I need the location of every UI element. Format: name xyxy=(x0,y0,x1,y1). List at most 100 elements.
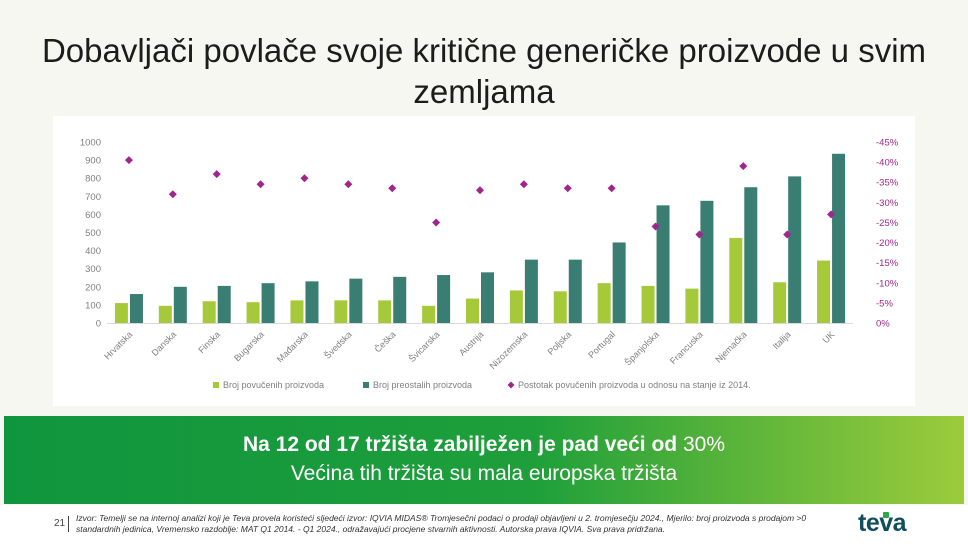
marker-postotak xyxy=(256,180,265,189)
bar-preostali xyxy=(305,281,319,323)
legend-preostali-swatch xyxy=(363,382,369,388)
marker-postotak xyxy=(739,162,748,171)
marker-postotak xyxy=(124,156,133,165)
marker-postotak xyxy=(388,184,397,193)
marker-postotak xyxy=(212,170,221,179)
y-tick-label: 400 xyxy=(85,246,101,257)
y2-tick-label: -15% xyxy=(876,258,899,269)
bar-preostali xyxy=(129,294,143,323)
y-tick-label: 800 xyxy=(85,174,101,185)
chart-panel: 0 100 200 300 400 500 600 700 800 900 1000 0% -5% -10… xyxy=(53,116,915,406)
y2-tick-label: -10% xyxy=(876,278,899,289)
legend-preostali-label: Broj preostalih proizvoda xyxy=(373,380,472,390)
marker-postotak xyxy=(476,186,484,195)
y2-tick-label: -5% xyxy=(876,298,893,309)
y-tick-label: 600 xyxy=(85,210,101,221)
slide-title: Dobavljači povlače svoje kritične generi… xyxy=(41,32,927,110)
bar-povuceni xyxy=(422,305,436,323)
bar-preostali xyxy=(393,276,407,323)
x-tick-label: UK xyxy=(821,329,837,345)
bar-povuceni xyxy=(202,301,216,323)
x-tick-label: Švedska xyxy=(322,329,353,360)
bar-preostali xyxy=(481,272,494,323)
bar-povuceni xyxy=(641,285,655,323)
bar-preostali xyxy=(261,283,275,323)
marker-postotak xyxy=(432,218,441,227)
bar-preostali xyxy=(656,205,670,323)
bar-povuceni xyxy=(509,290,523,323)
x-tick-label: Mađarska xyxy=(275,329,310,364)
summary-banner: Na 12 od 17 tržišta zabilježen je pad ve… xyxy=(4,416,964,504)
x-tick-label: Češka xyxy=(373,329,398,354)
banner-headline: Na 12 od 17 tržišta zabilježen je pad ve… xyxy=(4,433,964,457)
bar-povuceni xyxy=(246,302,260,323)
bar-povuceni xyxy=(378,300,392,323)
marker-postotak xyxy=(695,230,704,239)
bar-povuceni xyxy=(114,303,128,323)
bar-povuceni xyxy=(685,288,699,323)
y2-tick-label: -35% xyxy=(876,178,899,189)
marker-postotak xyxy=(168,190,177,199)
y-tick-label: 500 xyxy=(85,228,101,239)
banner-headline-value: 30% xyxy=(677,433,726,456)
bar-preostali xyxy=(349,278,363,323)
y-tick-label: 0 xyxy=(96,319,101,330)
marker-postotak xyxy=(651,222,660,231)
x-tick-label: Portugal xyxy=(586,329,617,360)
bar-preostali xyxy=(700,200,714,323)
bar-povuceni xyxy=(466,298,479,323)
bar-povuceni xyxy=(773,282,787,323)
marker-postotak xyxy=(783,230,792,239)
x-tick-label: Danska xyxy=(150,329,179,358)
banner-headline-bold: Na 12 od 17 tržišta zabilježen je pad ve… xyxy=(242,433,678,456)
y2-tick-label: -45% xyxy=(876,138,899,149)
y2-tick-label: 0% xyxy=(876,319,890,330)
marker-postotak xyxy=(563,184,572,193)
bar-preostali xyxy=(217,285,231,323)
y2-tick-label: -40% xyxy=(876,158,899,169)
x-tick-label: Švicarska xyxy=(407,329,442,364)
bar-povuceni xyxy=(334,300,348,323)
x-tick-label: Hrvatska xyxy=(102,329,134,361)
x-tick-label: Španjolska xyxy=(623,329,661,367)
y-tick-label: 900 xyxy=(85,156,101,167)
banner-subline: Većina tih tržišta su mala europska trži… xyxy=(290,462,678,485)
legend-povuceni-swatch xyxy=(213,382,219,388)
x-tick-label: Francuska xyxy=(668,329,705,366)
y2-tick-label: -30% xyxy=(876,198,899,209)
bar-povuceni xyxy=(553,291,567,323)
x-tick-label: Njemačka xyxy=(713,329,748,364)
marker-postotak xyxy=(344,180,353,189)
bar-povuceni xyxy=(597,283,611,323)
teva-logo: teva xyxy=(858,509,907,537)
x-tick-label: Nizozemska xyxy=(488,329,530,371)
footer: 21 Izvor: Temelji se na internoj analizi… xyxy=(0,505,968,551)
marker-postotak xyxy=(300,174,309,183)
y-tick-label: 1000 xyxy=(80,138,101,149)
y-tick-label: 200 xyxy=(85,282,101,293)
bar-povuceni xyxy=(290,300,304,323)
bar-preostali xyxy=(437,275,451,323)
y-tick-label: 100 xyxy=(85,300,101,311)
legend-povuceni-label: Broj povučenih proizvoda xyxy=(223,380,324,390)
marker-postotak xyxy=(827,210,836,219)
bar-preostali xyxy=(612,242,626,323)
source-note: Izvor: Temelji se na internoj analizi ko… xyxy=(76,513,807,534)
legend-postotak-swatch xyxy=(507,381,515,389)
x-tick-label: Italija xyxy=(771,329,793,351)
bar-preostali xyxy=(524,259,538,323)
x-tick-label: Finska xyxy=(196,329,222,355)
y-tick-label: 700 xyxy=(85,192,101,203)
bar-preostali xyxy=(832,153,846,323)
page-number: 21 xyxy=(54,518,66,529)
x-tick-label: Austrija xyxy=(457,329,485,357)
bar-preostali xyxy=(568,259,582,323)
x-tick-label: Poljska xyxy=(546,329,574,357)
bar-preostali xyxy=(744,187,758,323)
bar-povuceni xyxy=(158,305,172,323)
y2-tick-label: -25% xyxy=(876,218,899,229)
bar-preostali xyxy=(173,286,187,323)
y2-tick-label: -20% xyxy=(876,238,899,249)
bar-chart: 0 100 200 300 400 500 600 700 800 900 1000 0% -5% -10… xyxy=(80,138,899,391)
bar-povuceni xyxy=(729,237,743,323)
